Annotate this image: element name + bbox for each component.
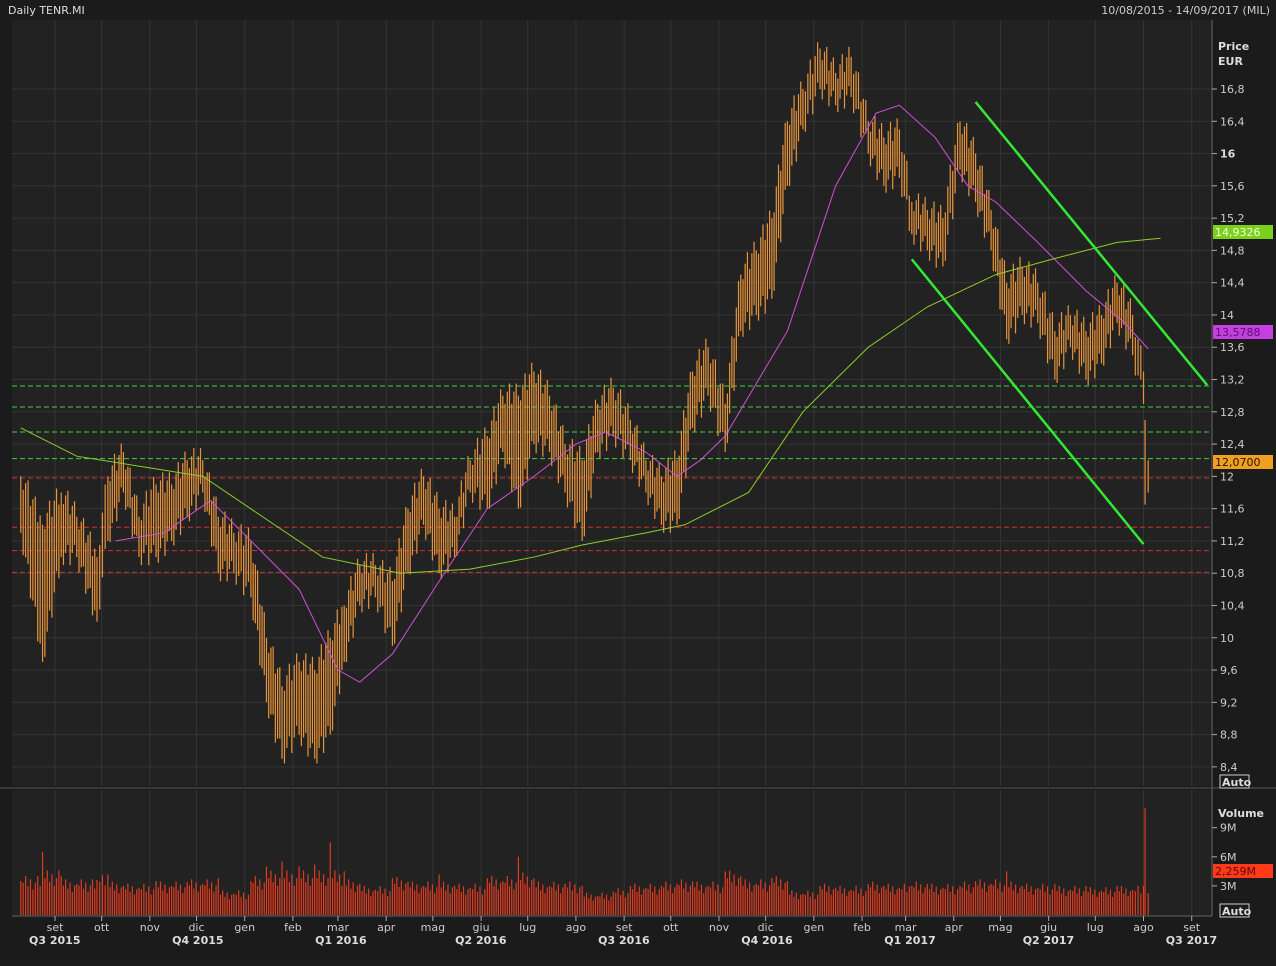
month-label: dic	[758, 921, 774, 934]
volume-auto-button[interactable]	[1219, 903, 1250, 918]
date-range: 10/08/2015 - 14/09/2017 (MIL)	[1101, 4, 1270, 17]
volume-tick-label: 3M	[1220, 880, 1237, 893]
month-label: mar	[327, 921, 349, 934]
month-label: giu	[473, 921, 490, 934]
quarter-label: Q3 2015	[29, 934, 80, 947]
y-tick-label: 11,6	[1220, 503, 1245, 516]
month-label: mag	[421, 921, 445, 934]
moving-average-line	[20, 237, 1161, 574]
month-label: ago	[1133, 921, 1154, 934]
month-label: set	[1183, 921, 1200, 934]
y-tick-label: 13,2	[1220, 374, 1245, 387]
y-tick-label: 9,2	[1220, 696, 1238, 709]
month-label: feb	[853, 921, 871, 934]
y-tick-label: 10	[1220, 632, 1234, 645]
ma200-value-tag-bg	[1213, 225, 1273, 239]
month-label: nov	[140, 921, 161, 934]
price-axis-label: Price	[1218, 40, 1249, 53]
chart-title: Daily TENR.MI	[8, 4, 85, 17]
month-label: gen	[803, 921, 824, 934]
y-tick-label: 11,2	[1220, 535, 1245, 548]
month-label: lug	[1087, 921, 1104, 934]
price-auto-button[interactable]	[1219, 774, 1250, 789]
month-label: mag	[988, 921, 1012, 934]
y-tick-label: 16	[1220, 148, 1236, 161]
month-label: giu	[1040, 921, 1057, 934]
y-tick-label: 9,6	[1220, 664, 1238, 677]
y-tick-label: 16,4	[1220, 115, 1245, 128]
y-tick-label: 12,8	[1220, 406, 1245, 419]
month-label: lug	[519, 921, 536, 934]
y-tick-label: 13,6	[1220, 341, 1245, 354]
month-label: ott	[663, 921, 679, 934]
trendline	[910, 258, 1145, 545]
y-tick-label: 14,8	[1220, 244, 1245, 257]
y-tick-label: 14	[1220, 309, 1234, 322]
ma50-value-tag: 13,5788	[1215, 326, 1261, 339]
quarter-label: Q2 2017	[1023, 934, 1074, 947]
y-tick-label: 10,4	[1220, 599, 1245, 612]
month-label: set	[616, 921, 633, 934]
y-tick-label: 10,8	[1220, 567, 1245, 580]
month-label: dic	[188, 921, 204, 934]
trendline	[974, 101, 1209, 386]
volume-axis-label: Volume	[1218, 807, 1264, 820]
y-tick-label: 8,4	[1220, 761, 1238, 774]
quarter-label: Q4 2016	[741, 934, 793, 947]
title-bar: Daily TENR.MI 10/08/2015 - 14/09/2017 (M…	[0, 0, 1276, 20]
last-price-tag-bg	[1213, 455, 1273, 469]
y-tick-label: 15,6	[1220, 180, 1245, 193]
month-label: ott	[94, 921, 110, 934]
month-label: apr	[945, 921, 964, 934]
last-volume-tag: 2,259M	[1215, 865, 1256, 878]
month-label: nov	[709, 921, 730, 934]
ma50-value-tag-bg	[1213, 325, 1273, 339]
volume-tick-label: 9M	[1220, 822, 1237, 835]
y-tick-label: 16,8	[1220, 83, 1245, 96]
month-label: apr	[377, 921, 396, 934]
volume-auto-label: Auto	[1222, 905, 1252, 918]
y-tick-label: 8,8	[1220, 729, 1238, 742]
y-tick-label: 12,4	[1220, 438, 1245, 451]
price-axis-unit: EUR	[1218, 55, 1243, 68]
quarter-label: Q4 2015	[172, 934, 223, 947]
quarter-label: Q1 2016	[315, 934, 367, 947]
quarter-label: Q2 2016	[455, 934, 507, 947]
month-label: ago	[566, 921, 587, 934]
volume-tick-label: 6M	[1220, 851, 1237, 864]
last-volume-tag-bg	[1213, 864, 1273, 878]
month-label: set	[47, 921, 64, 934]
ma200-value-tag: 14,9326	[1215, 226, 1261, 239]
month-label: feb	[284, 921, 302, 934]
quarter-label: Q1 2017	[884, 934, 935, 947]
moving-average-line	[115, 104, 1149, 683]
price-panel	[12, 20, 1212, 786]
y-tick-label: 15,2	[1220, 212, 1245, 225]
month-label: gen	[234, 921, 255, 934]
month-label: mar	[895, 921, 917, 934]
quarter-label: Q3 2016	[598, 934, 650, 947]
last-price-tag: 12,0700	[1215, 456, 1261, 469]
quarter-label: Q3 2017	[1166, 934, 1217, 947]
y-tick-label: 14,4	[1220, 277, 1245, 290]
price-auto-label: Auto	[1222, 776, 1252, 789]
y-tick-label: 12	[1220, 470, 1234, 483]
